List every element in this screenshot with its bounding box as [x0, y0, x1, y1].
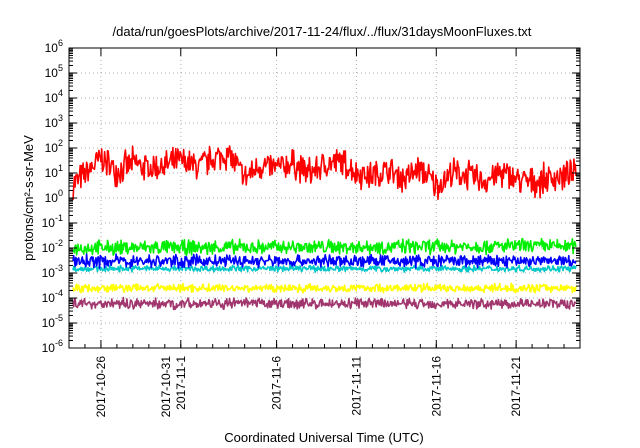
y-tick-label: 10-2: [42, 238, 63, 255]
y-tick-label: 10-4: [42, 288, 63, 305]
y-axis-label: protons/cm²-s-sr-MeV: [21, 135, 36, 261]
y-tick-label: 106: [45, 38, 63, 55]
x-axis-ticks: 2017-10-26 2017-10-31 2017-11-1 2017-11-6 20…: [68, 48, 581, 418]
y-tick-label: 104: [45, 88, 63, 105]
y-tick-label: 10-5: [42, 313, 63, 330]
chart-title: /data/run/goesPlots/archive/2017-11-24/f…: [113, 24, 532, 39]
y-tick-label: 102: [45, 138, 63, 155]
series-line-1: [72, 145, 577, 201]
series-line-6: [72, 296, 577, 311]
x-tick-label: 2017-11-6: [270, 356, 284, 410]
x-tick-label: 2017-11-11: [349, 356, 363, 416]
y-tick-label: 103: [45, 113, 63, 130]
y-axis-ticks: 10-6 10-5 10-4 10-3 10-2 10-1 100 101 102 103 104 1…: [42, 38, 580, 355]
y-tick-label: 10-6: [42, 338, 63, 355]
y-tick-label: 10-3: [42, 263, 63, 280]
x-tick-label: 2017-11-16: [429, 356, 443, 417]
y-tick-label: 101: [45, 163, 63, 180]
series-line-4: [72, 253, 577, 270]
y-tick-label: 105: [45, 63, 63, 80]
x-tick-label: 2017-10-31: [159, 356, 173, 418]
x-tick-label: 2017-11-1: [174, 356, 188, 410]
series-line-5: [72, 282, 577, 294]
y-tick-label: 10-1: [42, 213, 63, 230]
series-group: [72, 145, 577, 311]
x-tick-label: 2017-11-21: [509, 356, 523, 417]
series-line-2: [72, 237, 577, 257]
x-axis-label: Coordinated Universal Time (UTC): [224, 430, 423, 445]
series-line-3: [72, 264, 577, 274]
x-tick-label: 2017-10-26: [94, 356, 108, 418]
y-tick-label: 100: [45, 188, 63, 205]
